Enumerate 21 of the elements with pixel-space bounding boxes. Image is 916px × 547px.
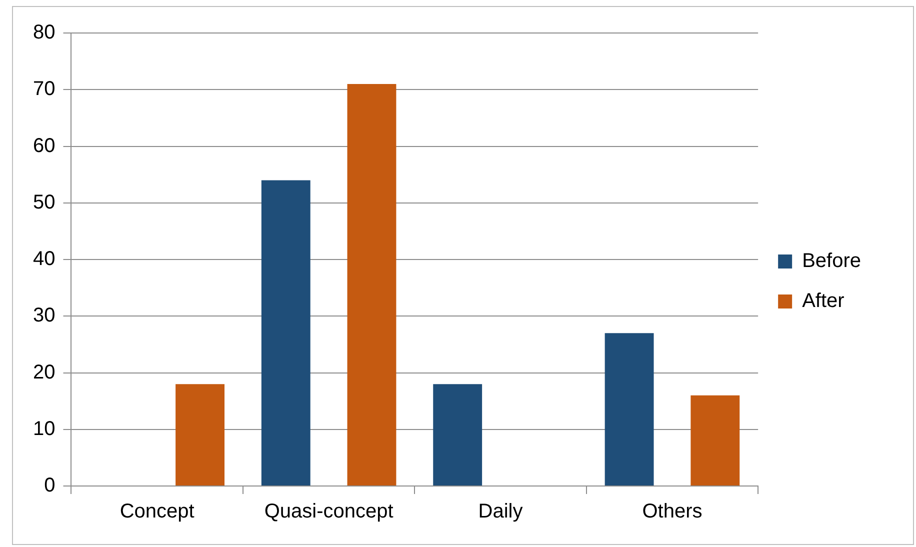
y-tick-label: 80 xyxy=(32,22,56,44)
y-tick-label: 30 xyxy=(32,304,56,327)
bar xyxy=(261,180,310,486)
bar xyxy=(347,84,396,486)
y-tick-label: 70 xyxy=(32,78,56,100)
y-tick-label: 10 xyxy=(32,418,56,440)
y-tick-label: 60 xyxy=(32,134,56,157)
bar xyxy=(176,384,224,486)
y-tick-label: 40 xyxy=(32,248,56,270)
y-tick-label: 0 xyxy=(44,474,56,497)
x-tick-label: Quasi-concept xyxy=(264,500,394,523)
legend-label: Before xyxy=(802,250,862,272)
bar xyxy=(690,395,740,486)
x-tick-label: Daily xyxy=(478,500,523,523)
y-tick-label: 50 xyxy=(32,191,56,214)
bar xyxy=(433,384,482,486)
y-tick-label: 20 xyxy=(32,361,56,384)
x-tick-label: Concept xyxy=(120,500,195,523)
legend-label: After xyxy=(802,290,845,312)
bar xyxy=(604,333,654,486)
x-tick-label: Others xyxy=(642,500,702,523)
